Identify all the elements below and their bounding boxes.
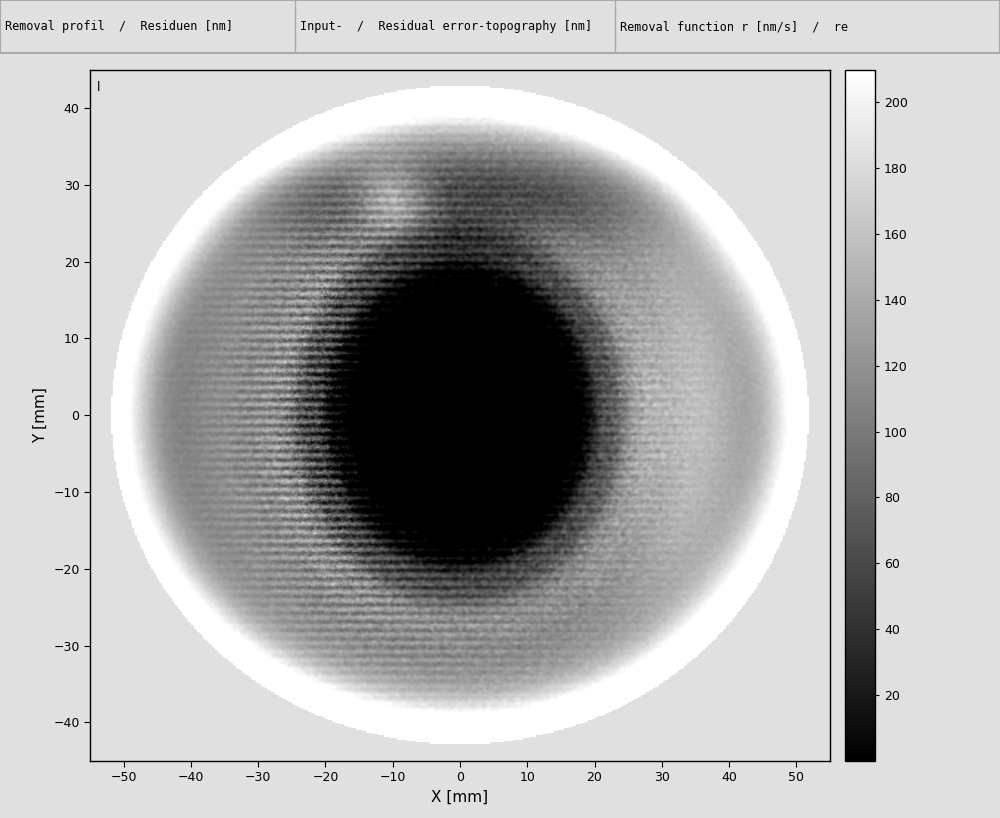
X-axis label: X [mm]: X [mm] <box>431 789 489 805</box>
Text: l: l <box>97 81 100 94</box>
Text: Removal function r [nm/s]  /  re: Removal function r [nm/s] / re <box>620 20 848 33</box>
Y-axis label: Y [mm]: Y [mm] <box>33 387 48 443</box>
Text: Removal profil  /  Residuen [nm]: Removal profil / Residuen [nm] <box>5 20 233 33</box>
Text: Input-  /  Residual error-topography [nm]: Input- / Residual error-topography [nm] <box>300 20 592 33</box>
